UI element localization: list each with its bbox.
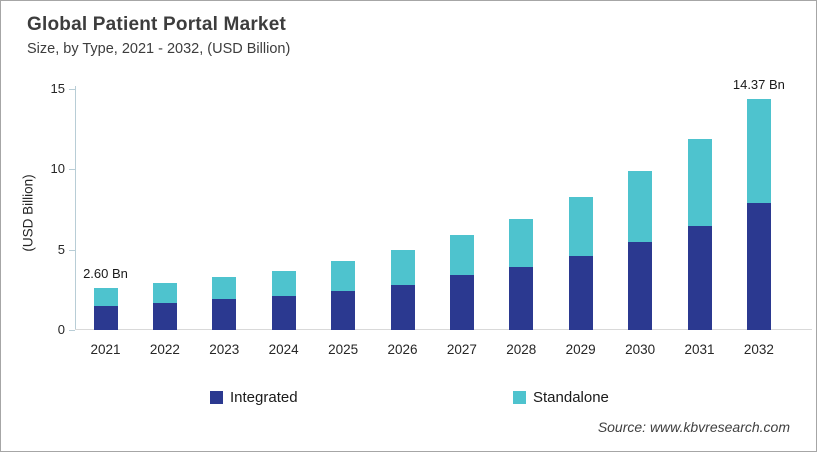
x-axis-label-2026: 2026: [387, 342, 418, 357]
bar-segment-standalone-2024: [271, 270, 296, 297]
legend-item-integrated: Integrated: [210, 389, 298, 406]
chart-subtitle: Size, by Type, 2021 - 2032, (USD Billion…: [27, 41, 291, 57]
legend-label-integrated: Integrated: [230, 389, 298, 406]
x-axis-label-2032: 2032: [743, 342, 774, 357]
bar-segment-integrated-2027: [449, 275, 474, 330]
y-axis-title: (USD Billion): [20, 174, 36, 252]
bar-segment-integrated-2030: [628, 241, 653, 330]
x-axis-line: [75, 329, 812, 330]
bar-segment-integrated-2032: [746, 203, 771, 330]
bar-segment-integrated-2031: [687, 225, 712, 330]
bar-segment-standalone-2028: [509, 219, 534, 268]
x-axis-label-2028: 2028: [506, 342, 537, 357]
legend-swatch-integrated: [210, 391, 223, 404]
y-tick-label: 0: [57, 322, 65, 337]
x-axis-label-2022: 2022: [149, 342, 180, 357]
chart-title: Global Patient Portal Market: [27, 14, 286, 35]
bar-segment-standalone-2027: [449, 235, 474, 276]
bar-segment-integrated-2029: [568, 256, 593, 330]
bar-segment-standalone-2032: [746, 99, 771, 204]
bar-segment-standalone-2022: [152, 283, 177, 303]
bar-segment-integrated-2028: [509, 267, 534, 330]
bar-segment-integrated-2026: [390, 285, 415, 330]
bar-segment-standalone-2025: [331, 260, 356, 292]
x-axis-label-2025: 2025: [328, 342, 359, 357]
bar-segment-integrated-2022: [152, 302, 177, 330]
x-axis-label-2030: 2030: [625, 342, 656, 357]
bar-segment-standalone-2029: [568, 196, 593, 257]
y-tick-mark: [69, 89, 75, 90]
bar-segment-standalone-2026: [390, 249, 415, 285]
y-tick-label: 15: [50, 81, 65, 96]
y-tick-mark: [69, 169, 75, 171]
source-line: Source: www.kbvresearch.com: [597, 419, 790, 435]
y-tick-mark: [69, 330, 75, 331]
y-tick-mark: [69, 249, 75, 251]
x-axis-label-2031: 2031: [684, 342, 715, 357]
bar-segment-integrated-2024: [271, 296, 296, 330]
legend: Integrated Standalone: [1, 389, 816, 409]
bar-segment-standalone-2021: [93, 288, 118, 306]
bar-segment-standalone-2030: [628, 170, 653, 242]
legend-item-standalone: Standalone: [513, 389, 609, 406]
x-axis-label-2027: 2027: [446, 342, 477, 357]
value-annotation-2032: 14.37 Bn: [732, 77, 785, 93]
bar-segment-integrated-2021: [93, 305, 118, 330]
x-axis-label-2021: 2021: [90, 342, 121, 357]
legend-swatch-standalone: [513, 391, 526, 404]
value-annotation-2021: 2.60 Bn: [83, 266, 128, 282]
x-axis-label-2024: 2024: [268, 342, 299, 357]
bar-segment-standalone-2031: [687, 138, 712, 226]
bar-segment-integrated-2023: [212, 299, 237, 330]
y-tick-label: 5: [57, 241, 65, 257]
x-axis-label-2029: 2029: [565, 342, 596, 357]
y-tick-label: 10: [50, 161, 65, 177]
bar-segment-standalone-2023: [212, 276, 237, 300]
x-axis-label-2023: 2023: [209, 342, 240, 357]
bar-segment-integrated-2025: [331, 291, 356, 330]
y-axis-line: [75, 86, 76, 330]
legend-label-standalone: Standalone: [533, 389, 609, 406]
